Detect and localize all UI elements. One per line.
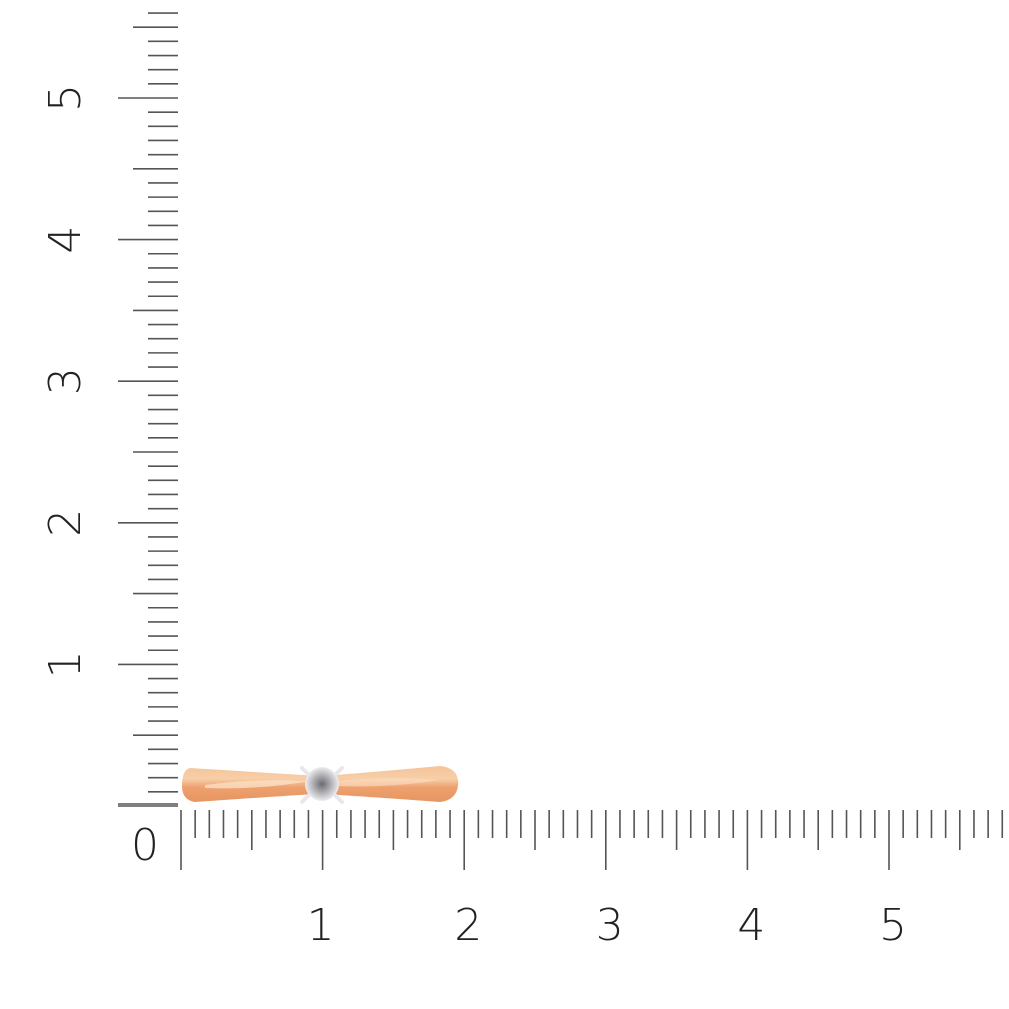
y-unit-label: 3	[40, 367, 91, 395]
x-unit-label: 5	[879, 900, 907, 951]
x-unit-label: 1	[307, 900, 335, 951]
ring-image	[182, 766, 459, 804]
diamond-stone	[305, 767, 339, 801]
y-unit-label: 2	[40, 509, 91, 537]
x-unit-label: 3	[596, 900, 624, 951]
y-unit-label: 5	[40, 84, 91, 112]
origin-label: 0	[131, 820, 159, 871]
x-unit-label: 2	[454, 900, 482, 951]
ruler-ticks	[118, 12, 1004, 870]
y-unit-label: 4	[40, 226, 91, 254]
y-unit-label: 1	[40, 650, 91, 678]
x-unit-label: 4	[737, 900, 765, 951]
